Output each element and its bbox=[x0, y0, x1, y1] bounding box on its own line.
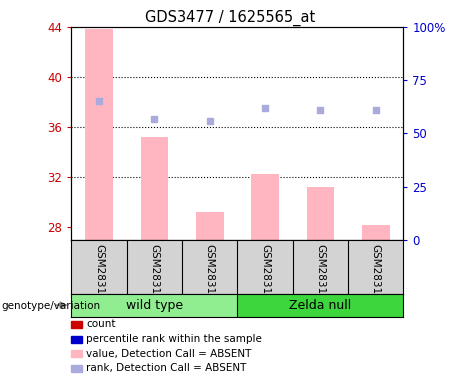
Bar bbox=[196, 212, 224, 240]
Text: percentile rank within the sample: percentile rank within the sample bbox=[86, 334, 262, 344]
Point bbox=[372, 107, 379, 113]
Bar bbox=[85, 30, 113, 240]
Bar bbox=[307, 187, 334, 240]
Text: value, Detection Call = ABSENT: value, Detection Call = ABSENT bbox=[86, 349, 252, 359]
Text: GSM283120: GSM283120 bbox=[315, 244, 325, 308]
Text: GDS3477 / 1625565_at: GDS3477 / 1625565_at bbox=[145, 10, 316, 26]
Text: GSM283121: GSM283121 bbox=[371, 244, 381, 308]
Text: rank, Detection Call = ABSENT: rank, Detection Call = ABSENT bbox=[86, 363, 247, 373]
Bar bbox=[141, 137, 168, 240]
Text: GSM283123: GSM283123 bbox=[149, 244, 160, 308]
Point bbox=[317, 107, 324, 113]
Bar bbox=[362, 225, 390, 240]
Text: Zelda null: Zelda null bbox=[289, 299, 352, 312]
Bar bbox=[71, 294, 237, 317]
Bar bbox=[237, 294, 403, 317]
Text: count: count bbox=[86, 319, 116, 329]
Text: GSM283124: GSM283124 bbox=[205, 244, 215, 308]
Text: GSM283119: GSM283119 bbox=[260, 244, 270, 308]
Point bbox=[151, 116, 158, 122]
Text: wild type: wild type bbox=[126, 299, 183, 312]
Point bbox=[206, 118, 213, 124]
Text: GSM283122: GSM283122 bbox=[94, 244, 104, 308]
Point bbox=[95, 98, 103, 104]
Text: genotype/variation: genotype/variation bbox=[1, 301, 100, 311]
Point bbox=[261, 105, 269, 111]
Bar bbox=[251, 174, 279, 240]
